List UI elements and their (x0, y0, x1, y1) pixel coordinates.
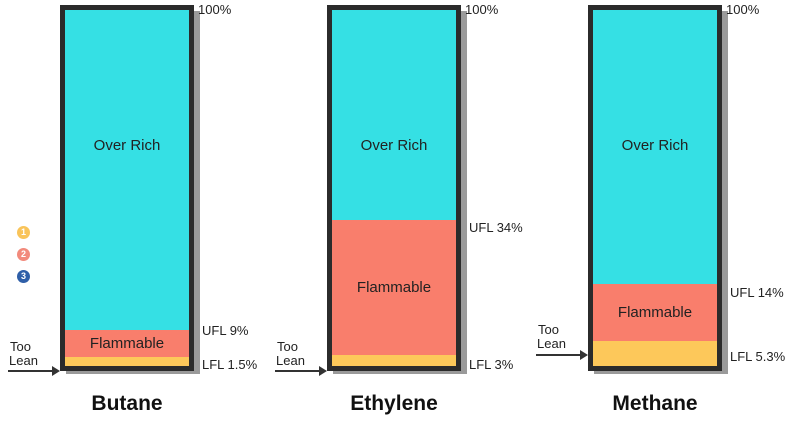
badge-1: 1 (17, 226, 30, 239)
too-lean-label-line1: Too (277, 339, 298, 354)
too-lean-arrow (8, 366, 60, 376)
too-lean-zone (593, 341, 717, 366)
too-lean-zone (65, 356, 189, 366)
too-lean-label-line2: Lean (537, 336, 566, 351)
too-lean-arrow (536, 350, 588, 360)
ufl-label: UFL 9% (202, 323, 249, 338)
too-lean-label-line2: Lean (276, 353, 305, 368)
column-title: Methane (612, 392, 698, 415)
column-title: Ethylene (350, 392, 438, 415)
badge-3: 3 (17, 270, 30, 283)
over-rich-zone (65, 10, 189, 331)
over-rich-label: Over Rich (360, 137, 428, 154)
flammable-zone (593, 284, 717, 342)
flammable-label: Flammable (89, 334, 165, 352)
lfl-label: LFL 1.5% (202, 357, 258, 372)
over-rich-zone (593, 10, 717, 285)
ufl-label: UFL 34% (469, 220, 523, 235)
ufl-label: UFL 14% (730, 285, 784, 300)
column-frame: Over Rich Flammable (60, 5, 194, 371)
too-lean-zone (332, 355, 456, 366)
top-percent-label: 100% (465, 2, 499, 17)
column-frame: Over Rich Flammable (327, 5, 461, 371)
over-rich-zone (332, 10, 456, 221)
over-rich-label: Over Rich (621, 137, 689, 154)
too-lean-label-line2: Lean (9, 353, 38, 368)
too-lean-label-line1: Too (538, 322, 559, 337)
over-rich-label: Over Rich (93, 137, 161, 154)
column-frame: Over Rich Flammable (588, 5, 722, 371)
flammable-label: Flammable (356, 278, 432, 296)
too-lean-arrow (275, 366, 327, 376)
too-lean-label-line1: Too (10, 339, 31, 354)
column-title: Butane (91, 392, 163, 415)
badge-2: 2 (17, 248, 30, 261)
flammable-label: Flammable (617, 303, 693, 321)
lfl-label: LFL 5.3% (730, 349, 786, 364)
top-percent-label: 100% (198, 2, 232, 17)
flammable-zone (65, 330, 189, 357)
lfl-label: LFL 3% (469, 357, 514, 372)
top-percent-label: 100% (726, 2, 760, 17)
flammable-zone (332, 220, 456, 356)
